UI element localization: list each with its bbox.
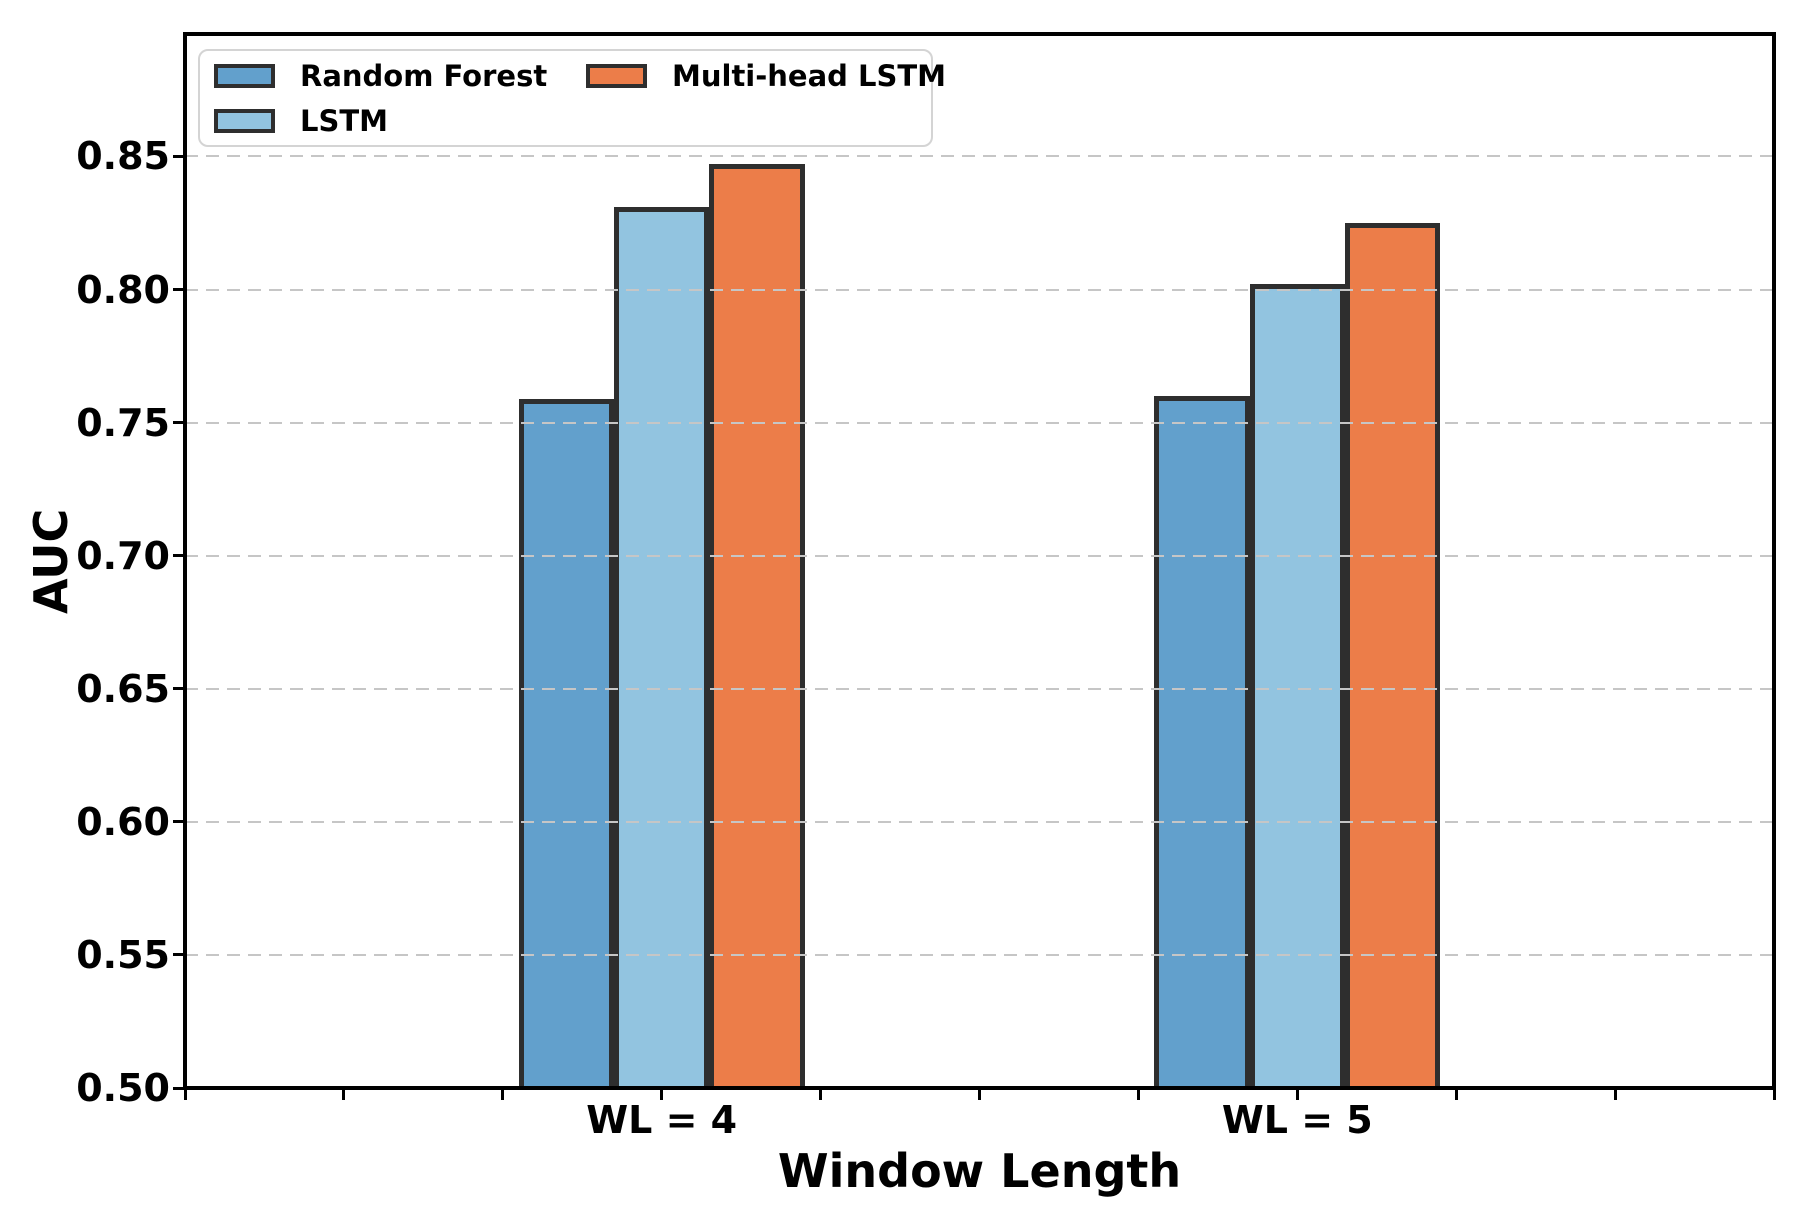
axes-spines	[183, 32, 1776, 1090]
legend-item-multi-head-lstm: Multi-head LSTM	[586, 59, 946, 93]
y-tick-label-0.60: 0.60	[76, 799, 170, 844]
gridline-0.75	[185, 421, 1774, 424]
x-tick-7	[1295, 1088, 1299, 1100]
y-tick-label-0.55: 0.55	[76, 932, 170, 977]
x-tick-6	[1136, 1088, 1140, 1100]
bar-random-forest-wl-5	[1154, 396, 1250, 1088]
gridline-0.70	[185, 554, 1774, 557]
x-tick-8	[1454, 1088, 1458, 1100]
legend-item-lstm: LSTM	[214, 104, 586, 138]
y-tick-0.75	[173, 421, 185, 425]
y-tick-label-0.80: 0.80	[76, 267, 170, 312]
legend-label-lstm: LSTM	[300, 103, 389, 138]
bar-multi-head-lstm-wl-4	[709, 164, 805, 1088]
y-tick-label-0.75: 0.75	[76, 400, 170, 445]
x-tick-label-wl-5: WL = 5	[1221, 1098, 1373, 1142]
y-tick-0.65	[173, 687, 185, 691]
gridline-0.55	[185, 953, 1774, 956]
x-tick-label-wl-4: WL = 4	[586, 1098, 738, 1142]
y-axis-label: AUC	[24, 508, 78, 614]
x-tick-9	[1613, 1088, 1617, 1100]
legend-label-random-forest: Random Forest	[300, 58, 548, 93]
legend-swatch-random-forest	[214, 63, 275, 88]
x-tick-10	[1772, 1088, 1776, 1100]
x-axis-label: Window Length	[777, 1144, 1182, 1198]
x-tick-3	[660, 1088, 664, 1100]
x-tick-2	[501, 1088, 505, 1100]
y-tick-0.70	[173, 554, 185, 558]
y-tick-label-0.50: 0.50	[76, 1066, 170, 1110]
bar-lstm-wl-4	[614, 207, 710, 1088]
y-tick-0.60	[173, 820, 185, 824]
gridline-0.60	[185, 820, 1774, 823]
x-tick-5	[978, 1088, 981, 1100]
x-tick-4	[819, 1088, 823, 1100]
x-tick-1	[342, 1088, 346, 1100]
y-tick-0.55	[173, 953, 185, 957]
y-tick-label-0.70: 0.70	[76, 533, 170, 578]
gridline-0.85	[185, 155, 1774, 158]
gridline-0.65	[185, 687, 1774, 690]
legend-swatch-lstm	[214, 108, 275, 133]
legend-swatch-multi-head-lstm	[586, 63, 647, 88]
legend-item-random-forest: Random Forest	[214, 59, 586, 93]
bar-lstm-wl-5	[1249, 284, 1345, 1088]
plot-area: Random Forest LSTM Multi-head LSTM	[173, 32, 1776, 1100]
y-tick-0.80	[173, 288, 185, 291]
y-tick-label-0.65: 0.65	[76, 666, 170, 711]
gridline-0.80	[185, 288, 1774, 291]
bar-random-forest-wl-4	[518, 398, 614, 1088]
legend-label-multi-head-lstm: Multi-head LSTM	[672, 58, 947, 93]
y-tick-label-0.85: 0.85	[76, 134, 170, 179]
y-tick-0.85	[173, 154, 185, 158]
legend: Random Forest LSTM Multi-head LSTM	[198, 49, 946, 147]
y-tick-0.50	[173, 1086, 185, 1090]
bar-multi-head-lstm-wl-5	[1345, 223, 1441, 1088]
x-tick-0	[183, 1088, 187, 1100]
